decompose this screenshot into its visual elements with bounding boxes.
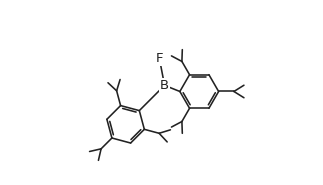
Text: F: F [156, 52, 163, 65]
Text: B: B [160, 79, 169, 92]
